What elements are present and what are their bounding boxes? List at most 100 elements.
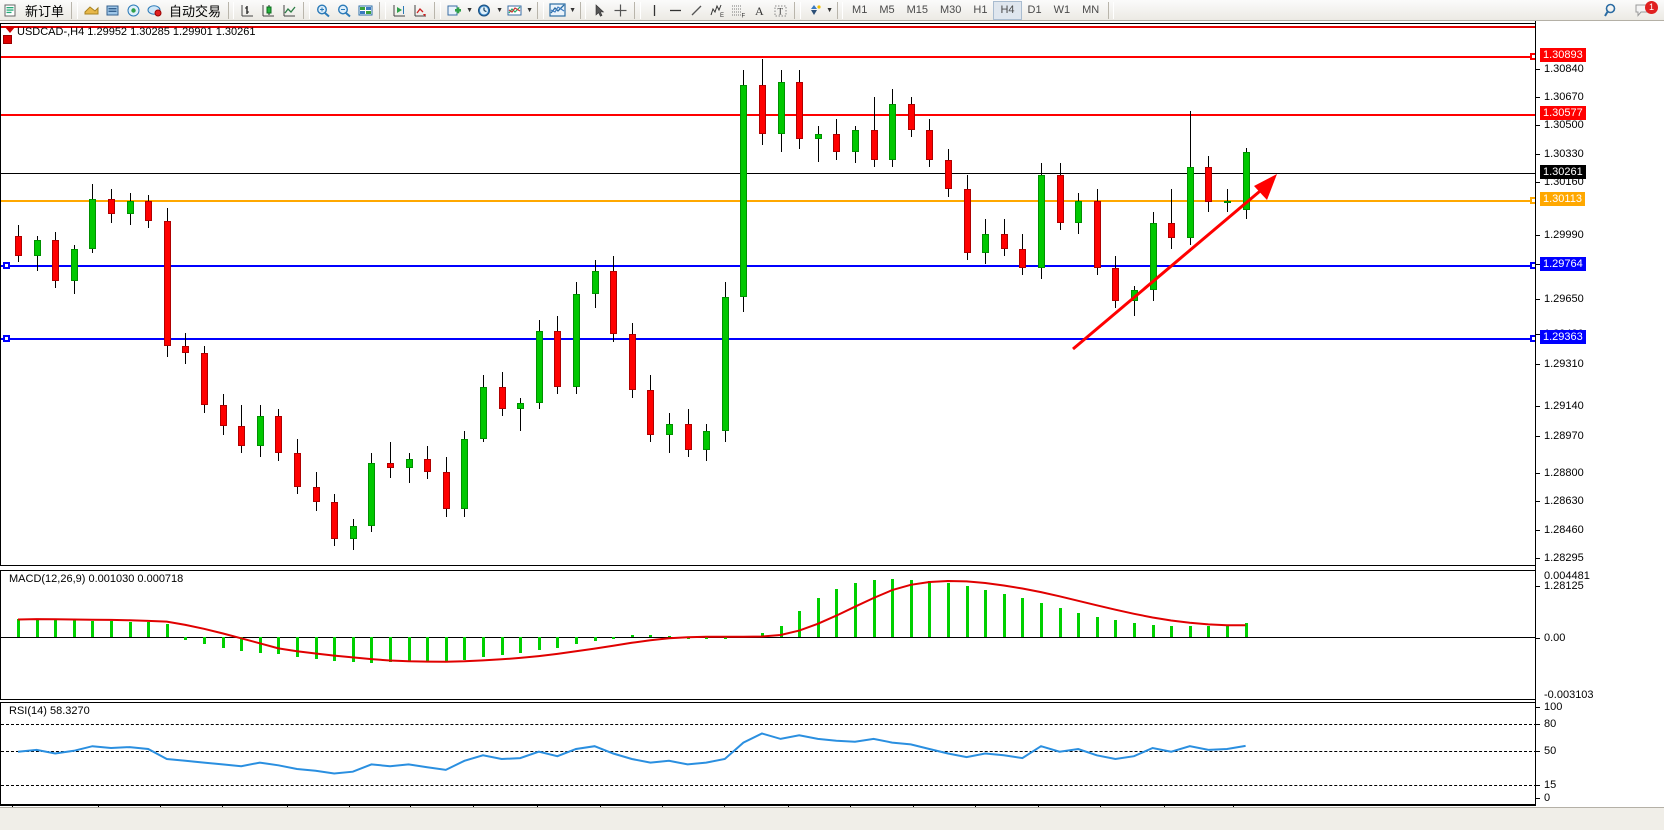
tab-timeframe-d1[interactable]: D1	[1027, 4, 1042, 16]
price-level-chip-current-price[interactable]: 1.30261	[1540, 165, 1586, 179]
chevron-down-icon[interactable]: ▼	[826, 6, 833, 14]
tab-timeframe-m15[interactable]: M15	[906, 4, 928, 16]
level-handle-left-1.29764[interactable]	[3, 262, 10, 269]
candle-body	[573, 293, 580, 387]
tab-timeframe-m5[interactable]: M5	[879, 4, 895, 16]
market-watch-icon[interactable]	[81, 1, 102, 20]
macd-histogram-bar	[1188, 626, 1192, 637]
data-window-icon[interactable]	[102, 1, 123, 20]
chevron-down-icon[interactable]: ▼	[496, 6, 503, 14]
chart-title-arrow-icon[interactable]	[5, 27, 15, 33]
rsi-pane[interactable]: RSI(14) 58.3270	[0, 702, 1537, 805]
tab-timeframe-m30[interactable]: M30	[940, 4, 962, 16]
level-handle-left-1.29363[interactable]	[3, 335, 10, 342]
elliott-wave-icon[interactable]: E	[707, 1, 728, 20]
price-tick-label: 1.30160	[1544, 176, 1584, 188]
terminal-icon[interactable]	[144, 1, 165, 20]
level-line-1.30113[interactable]	[1, 200, 1537, 202]
candle-body	[219, 405, 227, 426]
templates-icon[interactable]	[504, 1, 525, 20]
macd-histogram-bar	[277, 637, 281, 654]
text-icon[interactable]: A	[749, 1, 770, 20]
candlestick-chart-icon[interactable]	[258, 1, 279, 20]
tile-windows-icon[interactable]	[355, 1, 376, 20]
macd-histogram	[1, 571, 1537, 699]
level-line-1.29764[interactable]	[1, 265, 1537, 267]
line-chart-icon[interactable]	[279, 1, 300, 20]
macd-histogram-bar	[965, 585, 969, 637]
new-order-label[interactable]: 新订单	[25, 3, 65, 19]
objects-icon[interactable]	[804, 1, 825, 20]
toolbar-grip[interactable]	[837, 1, 844, 19]
tab-timeframe-h1[interactable]: H1	[973, 4, 988, 16]
auto-trading-label[interactable]: 自动交易	[169, 3, 222, 19]
price-level-chip-resistance-mid[interactable]: 1.30577	[1540, 106, 1586, 120]
up-trend-arrow[interactable]	[1061, 164, 1291, 359]
candle-body	[1000, 234, 1008, 249]
add-indicator-icon[interactable]	[444, 1, 465, 20]
trendline-icon[interactable]	[686, 1, 707, 20]
macd-histogram-bar	[110, 621, 113, 637]
candle-body	[1056, 174, 1064, 223]
price-level-chip-support-upper[interactable]: 1.29764	[1540, 257, 1586, 271]
price-axis[interactable]: 1.30840 1.30670 1.30500 1.30330 1.30160 1.299…	[1536, 21, 1664, 829]
tab-timeframe-w1[interactable]: W1	[1053, 4, 1071, 16]
chart-area[interactable]: USDCAD-,H4 1.29952 1.30285 1.29901 1.302…	[0, 21, 1664, 829]
rsi-scale-label: 50	[1544, 745, 1557, 757]
price-level-chip-pivot-orange[interactable]: 1.30113	[1540, 192, 1585, 206]
level-line-1.30261[interactable]	[1, 173, 1537, 174]
macd-histogram-bar	[72, 620, 76, 637]
vline-icon[interactable]	[644, 1, 665, 20]
price-tick	[1536, 558, 1540, 559]
period-icon[interactable]	[474, 1, 495, 20]
candle-body	[1149, 222, 1157, 290]
macd-scale-label: 0.004481	[1544, 570, 1590, 582]
price-tick-label: 1.30840	[1544, 63, 1584, 75]
hline-icon[interactable]	[665, 1, 686, 20]
new-order-icon[interactable]	[0, 1, 21, 20]
candle-body	[126, 200, 134, 214]
candle-body	[480, 386, 487, 439]
navigator-icon[interactable]	[123, 1, 144, 20]
macd-histogram-bar	[91, 620, 95, 637]
alert-icon[interactable]: 1	[1628, 0, 1658, 20]
level-line-1.29363[interactable]	[1, 338, 1537, 340]
cursor-icon[interactable]	[589, 1, 610, 20]
search-icon[interactable]	[1601, 1, 1622, 20]
rsi-scale-tick	[1536, 798, 1540, 799]
zoom-out-icon[interactable]	[334, 1, 355, 20]
macd-histogram-bar	[314, 637, 318, 659]
chevron-down-icon[interactable]: ▼	[569, 6, 576, 14]
chevron-down-icon[interactable]: ▼	[466, 6, 473, 14]
candle-body	[70, 248, 78, 281]
fibonacci-icon[interactable]: F	[728, 1, 749, 20]
main-toolbar: 新订单 自动交易 ▼ ▼	[0, 0, 1664, 21]
crosshair-icon[interactable]	[610, 1, 631, 20]
text-label-icon[interactable]: T	[770, 1, 791, 20]
templates-dropdown-icon[interactable]	[547, 1, 568, 20]
price-level-chip-resistance-upper[interactable]: 1.30893	[1540, 48, 1586, 62]
tab-timeframe-h4[interactable]: H4	[993, 0, 1022, 20]
bar-chart-icon[interactable]	[237, 1, 258, 20]
toolbar-grip[interactable]	[1108, 1, 1115, 19]
toolbar-grip[interactable]	[228, 1, 235, 19]
auto-scroll-icon[interactable]	[410, 1, 431, 20]
candle-body	[1224, 200, 1231, 203]
price-tick-label: 1.28630	[1544, 495, 1584, 507]
macd-pane[interactable]: MACD(12,26,9) 0.001030 0.000718	[0, 570, 1537, 700]
tab-timeframe-m1[interactable]: M1	[852, 4, 868, 16]
macd-histogram-bar	[854, 583, 857, 637]
shift-end-icon[interactable]	[389, 1, 410, 20]
level-line-1.30893[interactable]	[1, 56, 1537, 58]
macd-histogram-bar	[203, 637, 206, 645]
price-pane[interactable]: USDCAD-,H4 1.29952 1.30285 1.29901 1.302…	[0, 23, 1537, 566]
macd-histogram-bar	[147, 622, 151, 637]
level-line-1.30577[interactable]	[1, 114, 1537, 116]
tab-timeframe-mn[interactable]: MN	[1082, 4, 1100, 16]
toolbar-grip[interactable]	[580, 1, 587, 19]
zoom-in-icon[interactable]	[313, 1, 334, 20]
candle-body	[1019, 248, 1027, 268]
price-level-chip-support-lower[interactable]: 1.29363	[1540, 330, 1586, 344]
candle-body	[907, 103, 915, 130]
chevron-down-icon[interactable]: ▼	[526, 6, 533, 14]
